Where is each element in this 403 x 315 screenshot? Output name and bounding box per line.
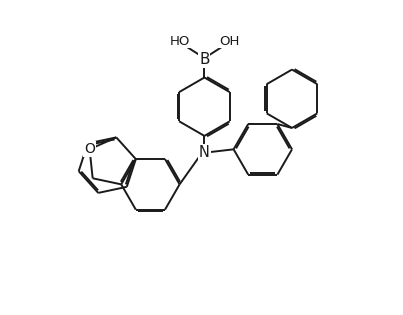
Text: B: B [199,53,210,67]
Text: OH: OH [219,35,239,48]
Text: O: O [84,142,95,156]
Text: HO: HO [170,35,190,48]
Text: N: N [199,145,210,160]
